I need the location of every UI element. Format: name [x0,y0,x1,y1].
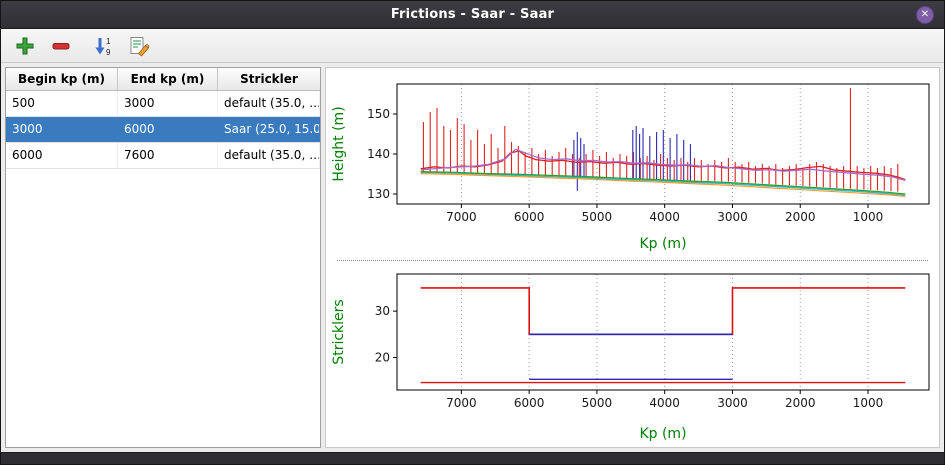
remove-row-button[interactable] [47,32,74,59]
friction-table-body: 500 3000 default (35.0, … 3000 6000 Saar (25.… [6,91,320,169]
svg-text:7000: 7000 [446,210,477,224]
svg-text:140: 140 [367,147,390,161]
chart-panel: 7000 6000 5000 4000 3000 2000 1000 130 140 150 Kp … [325,67,940,448]
column-header-end-kp[interactable]: End kp (m) [118,68,218,90]
table-row[interactable]: 6000 7600 default (35.0, … [6,143,320,169]
add-row-button[interactable] [11,32,38,59]
svg-text:1000: 1000 [852,210,883,224]
sort-button[interactable]: 1 9 [89,32,116,59]
svg-text:6000: 6000 [513,210,544,224]
table-cell[interactable]: 500 [6,91,118,116]
table-cell[interactable]: 7600 [118,143,218,168]
plus-icon [16,37,33,54]
svg-text:3000: 3000 [717,210,748,224]
svg-text:Kp (m): Kp (m) [639,236,686,252]
column-header-begin-kp[interactable]: Begin kp (m) [6,68,118,90]
svg-text:5000: 5000 [581,396,612,410]
svg-text:20: 20 [374,351,389,365]
svg-text:4000: 4000 [649,396,680,410]
svg-text:Stricklers: Stricklers [331,299,347,364]
svg-text:4000: 4000 [649,210,680,224]
table-cell[interactable]: default (35.0, … [218,91,320,116]
window-bottom-edge [1,452,944,464]
svg-text:150: 150 [367,107,390,121]
sort-numeric-icon: 1 9 [95,37,111,57]
close-button[interactable]: ✕ [916,6,934,24]
chart-splitter[interactable] [337,256,928,261]
svg-text:9: 9 [106,48,111,57]
svg-text:3000: 3000 [717,396,748,410]
svg-text:30: 30 [374,304,389,318]
window-title: Frictions - Saar - Saar [390,7,555,22]
frictions-table: Begin kp (m) End kp (m) Strickler 500 300… [5,67,321,448]
table-cell[interactable]: 6000 [118,117,218,142]
table-row[interactable]: 500 3000 default (35.0, … [6,91,320,117]
svg-text:1: 1 [106,37,111,46]
svg-text:5000: 5000 [581,210,612,224]
stricklers-chart: 7000 6000 5000 4000 3000 2000 1000 20 30 Kp (m) St… [331,273,929,442]
table-cell[interactable]: 3000 [6,117,118,142]
svg-text:Height (m): Height (m) [331,106,347,181]
main-content: Begin kp (m) End kp (m) Strickler 500 300… [1,63,944,452]
toolbar: 1 9 [1,29,944,63]
table-cell[interactable]: 6000 [6,143,118,168]
column-header-strickler[interactable]: Strickler [240,72,298,86]
table-cell[interactable]: Saar (25.0, 15.0) [218,117,320,142]
table-header-row: Begin kp (m) End kp (m) Strickler [6,68,320,91]
svg-text:6000: 6000 [513,396,544,410]
table-cell[interactable]: default (35.0, … [218,143,320,168]
svg-text:130: 130 [367,187,390,201]
svg-text:1000: 1000 [852,396,883,410]
svg-text:7000: 7000 [446,396,477,410]
titlebar[interactable]: Frictions - Saar - Saar ✕ [1,1,944,29]
table-row[interactable]: 3000 6000 Saar (25.0, 15.0) [6,117,320,143]
svg-text:Kp (m): Kp (m) [639,426,686,442]
edit-pencil-icon [130,36,149,57]
svg-text:2000: 2000 [784,396,815,410]
svg-text:2000: 2000 [784,210,815,224]
edit-button[interactable] [125,32,152,59]
close-icon: ✕ [920,9,930,20]
table-cell[interactable]: 3000 [118,91,218,116]
height-chart: 7000 6000 5000 4000 3000 2000 1000 130 140 150 Kp … [331,83,929,252]
minus-icon [52,42,69,49]
